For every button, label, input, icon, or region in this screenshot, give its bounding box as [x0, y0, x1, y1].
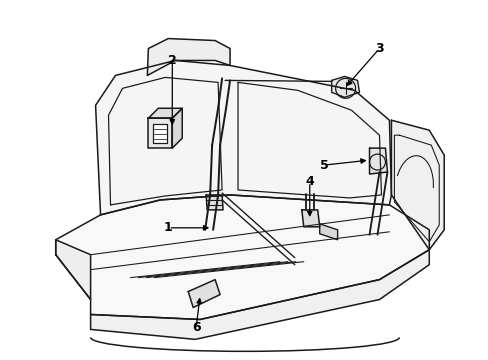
Polygon shape: [331, 76, 359, 97]
Polygon shape: [206, 195, 223, 210]
Polygon shape: [390, 120, 443, 250]
Polygon shape: [56, 195, 428, 319]
Polygon shape: [95, 60, 390, 215]
Polygon shape: [153, 124, 167, 143]
Text: 1: 1: [163, 221, 172, 234]
Polygon shape: [90, 250, 428, 339]
Polygon shape: [148, 118, 172, 148]
Polygon shape: [369, 148, 386, 174]
Polygon shape: [188, 280, 220, 307]
Polygon shape: [56, 240, 90, 300]
Text: 3: 3: [374, 42, 383, 55]
Text: 5: 5: [320, 158, 328, 172]
Polygon shape: [319, 224, 337, 240]
Polygon shape: [172, 108, 182, 148]
Text: 4: 4: [305, 175, 313, 189]
Polygon shape: [148, 108, 182, 118]
Text: 6: 6: [191, 321, 200, 334]
Text: 2: 2: [167, 54, 176, 67]
Polygon shape: [301, 210, 319, 227]
Polygon shape: [147, 39, 229, 75]
